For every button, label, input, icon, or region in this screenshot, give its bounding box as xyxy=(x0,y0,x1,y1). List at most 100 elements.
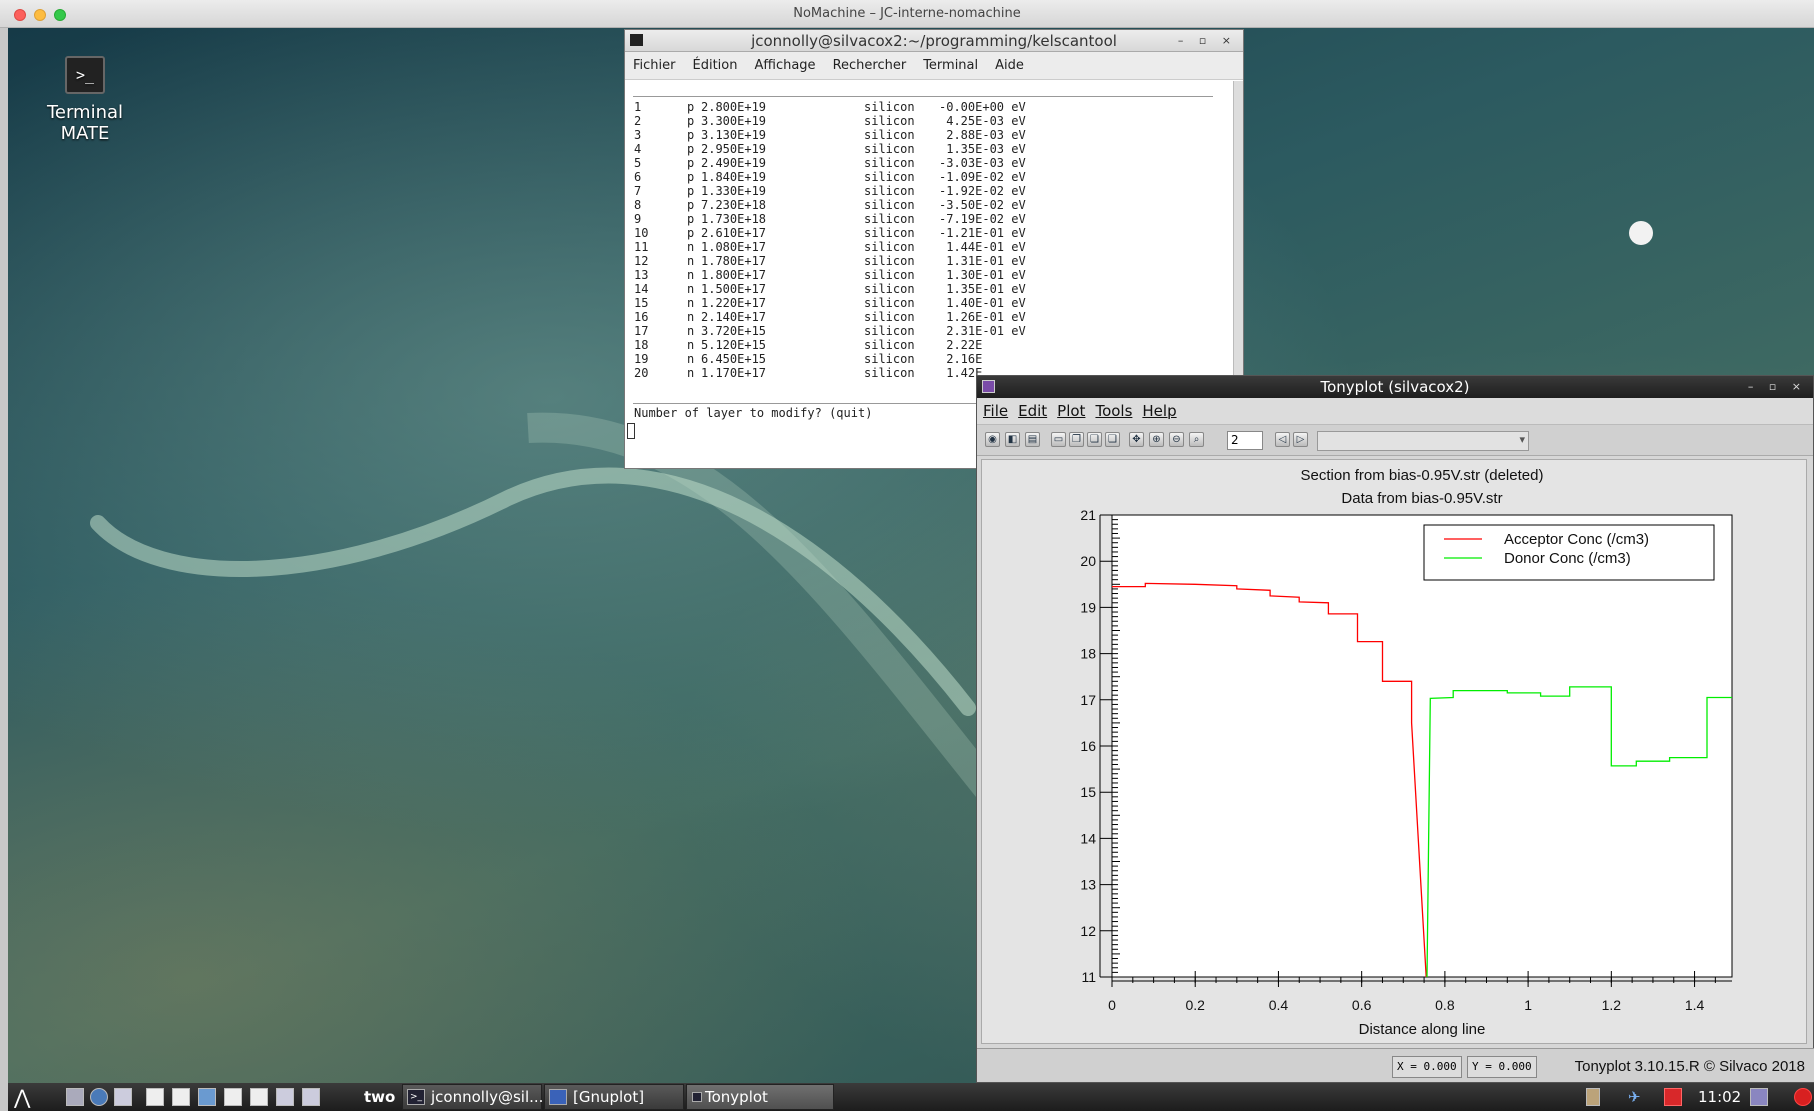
row-index: 6 xyxy=(634,170,642,184)
menu-help[interactable]: Help xyxy=(1142,402,1177,420)
row-type: p xyxy=(687,142,695,156)
workspace-7-icon[interactable] xyxy=(302,1088,320,1106)
terminal-titlebar[interactable]: jconnolly@silvacox2:~/programming/kelsca… xyxy=(625,30,1243,52)
row-type: n xyxy=(687,338,695,352)
workspace-5-icon[interactable] xyxy=(250,1088,268,1106)
menu-tools[interactable]: Tools xyxy=(1095,402,1133,420)
previous-icon[interactable]: ◁ xyxy=(1275,432,1290,447)
row-concentration: 1.080E+17 xyxy=(701,240,767,254)
task-gnuplot[interactable]: [Gnuplot] xyxy=(544,1084,684,1110)
row-energy: 1.26E-01 eV xyxy=(939,310,1026,324)
row-type: n xyxy=(687,254,695,268)
row-type: p xyxy=(687,226,695,240)
zoom-fit-icon[interactable]: ⌕ xyxy=(1189,432,1204,447)
status-x: X = 0.000 xyxy=(1392,1056,1462,1078)
plot-area[interactable]: Section from bias-0.95V.str (deleted) Dat… xyxy=(981,459,1807,1044)
task-terminal[interactable]: >_ jconnolly@sil... xyxy=(402,1084,543,1110)
tonyplot-toolbar: ◉ ◧ ▤ ▭ ❐ ❏ ❑ ✥ ⊕ ⊖ ⌕ 2 ◁ ▷ xyxy=(977,424,1813,456)
main-menu-icon[interactable]: ⋀ xyxy=(14,1085,31,1109)
clipboard-icon[interactable] xyxy=(1586,1088,1600,1106)
terminal-task-icon: >_ xyxy=(407,1089,425,1105)
workspace-3-icon[interactable] xyxy=(198,1088,216,1106)
duplicate-icon[interactable]: ❑ xyxy=(1105,432,1120,447)
power-icon[interactable] xyxy=(1794,1088,1812,1106)
row-index: 9 xyxy=(634,212,642,226)
tonyplot-titlebar[interactable]: Tonyplot (silvacox2) – ▫ × xyxy=(977,376,1813,398)
save-icon[interactable]: ▤ xyxy=(1025,432,1040,447)
legend-box xyxy=(1423,524,1715,581)
row-material: silicon xyxy=(864,254,915,268)
row-concentration: 1.780E+17 xyxy=(701,254,767,268)
terminal-window-controls[interactable]: – ▫ × xyxy=(1177,34,1237,47)
x-tick-label: 0.6 xyxy=(1352,997,1372,1013)
y-tick-label: 12 xyxy=(1080,923,1096,939)
x-tick-label: 0 xyxy=(1108,997,1116,1013)
row-energy: 4.25E-03 eV xyxy=(939,114,1026,128)
menu-aide[interactable]: Aide xyxy=(995,58,1024,73)
taskbar: ⋀ two >_ jconnolly@sil... [Gnuplot] Tony… xyxy=(8,1083,1814,1111)
clock[interactable]: 11:02 xyxy=(1698,1088,1742,1106)
row-material: silicon xyxy=(864,310,915,324)
row-energy: 1.35E-01 eV xyxy=(939,282,1026,296)
plot-select-dropdown[interactable] xyxy=(1317,431,1529,451)
x-tick-label: 0.2 xyxy=(1185,997,1205,1013)
x-tick-label: 0.8 xyxy=(1435,997,1455,1013)
row-index: 4 xyxy=(634,142,642,156)
menu-terminal[interactable]: Terminal xyxy=(923,58,979,73)
desktop-icon-terminal[interactable]: >_ Terminal MATE xyxy=(40,56,130,144)
row-index: 10 xyxy=(634,226,649,240)
paste-icon[interactable]: ❏ xyxy=(1087,432,1102,447)
print-icon[interactable]: ▭ xyxy=(1051,432,1066,447)
row-type: n xyxy=(687,310,695,324)
row-type: p xyxy=(687,100,695,114)
network-icon[interactable]: ✈ xyxy=(1628,1088,1641,1106)
close-window-button[interactable] xyxy=(14,9,26,21)
menu-rechercher[interactable]: Rechercher xyxy=(832,58,907,73)
task-tonyplot[interactable]: Tonyplot (silvac... xyxy=(686,1084,834,1110)
workspace-1-icon[interactable] xyxy=(146,1088,164,1106)
menu-plot[interactable]: Plot xyxy=(1057,402,1086,420)
row-material: silicon xyxy=(864,198,915,212)
window-controls xyxy=(14,9,66,21)
tonyplot-window-controls[interactable]: – ▫ × xyxy=(1747,380,1807,393)
menu-edit[interactable]: Edit xyxy=(1018,402,1048,420)
files-icon[interactable] xyxy=(114,1088,132,1106)
row-index: 1 xyxy=(634,100,642,114)
row-index: 12 xyxy=(634,254,649,268)
maximize-window-button[interactable] xyxy=(54,9,66,21)
frame-spinbox[interactable]: 2 xyxy=(1227,431,1263,450)
y-tick-label: 15 xyxy=(1080,784,1096,800)
workspace-4-icon[interactable] xyxy=(224,1088,242,1106)
zoom-in-icon[interactable]: ⊕ xyxy=(1149,432,1164,447)
row-material: silicon xyxy=(864,282,915,296)
copy-icon[interactable]: ❐ xyxy=(1069,432,1084,447)
terminal-icon: >_ xyxy=(65,56,105,94)
workspace-label[interactable]: two xyxy=(364,1088,396,1106)
menu-file[interactable]: File xyxy=(983,402,1009,420)
row-energy: 2.88E-03 eV xyxy=(939,128,1026,142)
zoom-out-icon[interactable]: ⊖ xyxy=(1169,432,1184,447)
browser-icon[interactable] xyxy=(90,1088,108,1106)
terminal-scrollbar[interactable] xyxy=(1233,81,1243,468)
workspace-6-icon[interactable] xyxy=(276,1088,294,1106)
tonyplot-menubar: File Edit Plot Tools Help xyxy=(977,398,1813,424)
show-desktop-icon[interactable] xyxy=(66,1088,84,1106)
terminal-output[interactable]: Number of layer to modify? (quit) 1 p 2.80… xyxy=(625,81,1233,468)
row-type: p xyxy=(687,184,695,198)
menu-affichage[interactable]: Affichage xyxy=(754,58,816,73)
append-icon[interactable]: ◧ xyxy=(1005,432,1020,447)
output-rule-top xyxy=(633,96,1213,97)
row-material: silicon xyxy=(864,366,915,380)
outer-window-titlebar: NoMachine – JC-interne-nomachine xyxy=(0,0,1814,28)
pan-icon[interactable]: ✥ xyxy=(1129,432,1144,447)
workspace-2-icon[interactable] xyxy=(172,1088,190,1106)
lock-icon[interactable] xyxy=(1750,1088,1768,1106)
status-version: Tonyplot 3.10.15.R © Silvaco 2018 xyxy=(1574,1058,1805,1075)
minimize-window-button[interactable] xyxy=(34,9,46,21)
menu-fichier[interactable]: Fichier xyxy=(633,58,676,73)
next-icon[interactable]: ▷ xyxy=(1293,432,1308,447)
menu-edition[interactable]: Édition xyxy=(692,58,738,73)
row-index: 16 xyxy=(634,310,649,324)
tray-app-icon[interactable] xyxy=(1664,1088,1682,1106)
load-icon[interactable]: ◉ xyxy=(985,432,1000,447)
